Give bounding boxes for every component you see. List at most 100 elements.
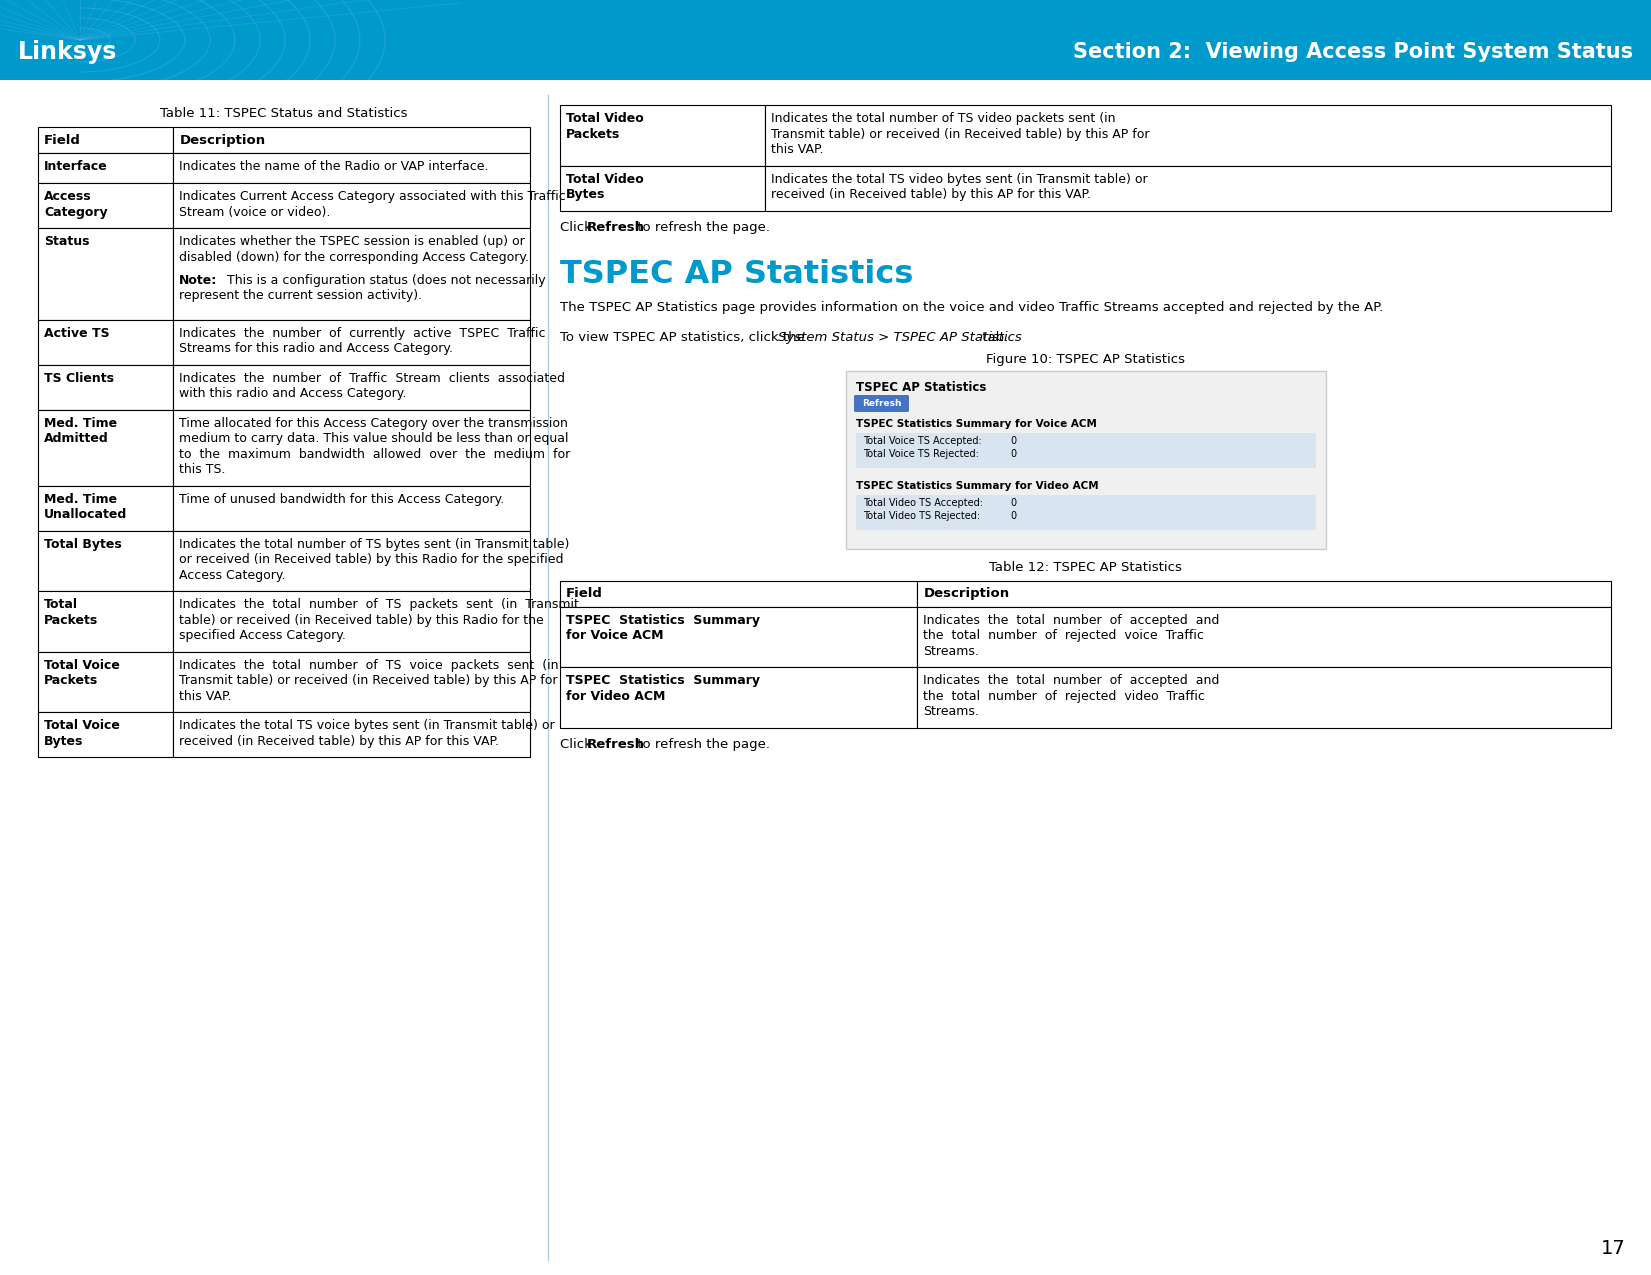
Bar [38,153,173,184]
Text: Stream (voice or video).: Stream (voice or video). [180,205,330,218]
Text: Admitted: Admitted [45,432,109,445]
Bar [560,667,918,728]
Text: 17: 17 [1600,1239,1625,1258]
Text: the  total  number  of  rejected  voice  Traffic: the total number of rejected voice Traff… [923,629,1204,643]
Text: 0: 0 [1010,497,1017,507]
Bar [173,320,530,365]
Bar [38,530,173,592]
Text: Table 11: TSPEC Status and Statistics: Table 11: TSPEC Status and Statistics [160,107,408,120]
Text: this TS.: this TS. [180,463,226,476]
Text: TSPEC AP Statistics: TSPEC AP Statistics [855,380,986,394]
Text: Table 12: TSPEC AP Statistics: Table 12: TSPEC AP Statistics [989,561,1182,574]
Text: Indicates  the  total  number  of  accepted  and: Indicates the total number of accepted a… [923,674,1220,687]
Text: Active TS: Active TS [45,326,109,339]
Text: Total Video TS Accepted:: Total Video TS Accepted: [863,497,984,507]
Bar [38,128,173,153]
Text: TSPEC  Statistics  Summary: TSPEC Statistics Summary [566,674,759,687]
Bar [173,153,530,184]
Text: Total Video: Total Video [566,112,644,125]
Bar [764,105,1611,166]
Text: Description: Description [180,134,266,147]
Text: represent the current session activity).: represent the current session activity). [180,289,423,302]
Text: Total Voice TS Rejected:: Total Voice TS Rejected: [863,449,979,459]
Bar [560,607,918,667]
Text: Total Video: Total Video [566,172,644,185]
Text: Interface: Interface [45,159,107,173]
Text: Packets: Packets [566,128,621,140]
Text: Streams.: Streams. [923,644,979,658]
Bar [560,105,764,166]
Text: Transmit table) or received (in Received table) by this AP for: Transmit table) or received (in Received… [180,674,558,687]
Text: Unallocated: Unallocated [45,507,127,521]
Bar [918,607,1611,667]
Text: Refresh: Refresh [862,399,901,408]
Bar [38,228,173,320]
Text: 0: 0 [1010,449,1017,459]
Text: This is a configuration status (does not necessarily: This is a configuration status (does not… [211,274,546,287]
Bar [173,128,530,153]
Text: Total: Total [45,598,78,611]
Text: disabled (down) for the corresponding Access Category.: disabled (down) for the corresponding Ac… [180,250,530,264]
Bar [38,592,173,652]
Text: Field: Field [45,134,81,147]
Text: specified Access Category.: specified Access Category. [180,629,347,643]
Text: Total Video TS Rejected:: Total Video TS Rejected: [863,510,981,520]
Text: TSPEC Statistics Summary for Video ACM: TSPEC Statistics Summary for Video ACM [855,481,1098,491]
Bar [173,409,530,486]
Text: for Video ACM: for Video ACM [566,690,665,703]
Text: Med. Time: Med. Time [45,417,117,430]
Text: received (in Received table) by this AP for this VAP.: received (in Received table) by this AP … [180,734,499,747]
Text: TSPEC  Statistics  Summary: TSPEC Statistics Summary [566,613,759,626]
Text: to refresh the page.: to refresh the page. [632,737,769,751]
Text: To view TSPEC AP statistics, click the: To view TSPEC AP statistics, click the [560,330,809,343]
Text: Refresh: Refresh [588,221,646,233]
Text: Field: Field [566,586,603,601]
FancyBboxPatch shape [855,395,908,412]
Text: TSPEC AP Statistics: TSPEC AP Statistics [560,259,913,289]
Bar [173,228,530,320]
Text: Indicates  the  number  of  currently  active  TSPEC  Traffic: Indicates the number of currently active… [180,326,546,339]
Text: with this radio and Access Category.: with this radio and Access Category. [180,388,406,400]
Text: Indicates the name of the Radio or VAP interface.: Indicates the name of the Radio or VAP i… [180,159,489,173]
Text: Indicates the total number of TS video packets sent (in: Indicates the total number of TS video p… [771,112,1116,125]
Bar [173,592,530,652]
Text: Status: Status [45,235,89,249]
Bar [918,580,1611,607]
Bar [173,365,530,409]
Text: to refresh the page.: to refresh the page. [632,221,769,233]
Text: Total Bytes: Total Bytes [45,538,122,551]
Text: TSPEC Statistics Summary for Voice ACM: TSPEC Statistics Summary for Voice ACM [855,418,1096,428]
Bar [173,184,530,228]
Text: Transmit table) or received (in Received table) by this AP for: Transmit table) or received (in Received… [771,128,1149,140]
Text: Access Category.: Access Category. [180,569,286,581]
Text: for Voice ACM: for Voice ACM [566,629,664,643]
Bar [560,580,918,607]
Bar [918,667,1611,728]
Text: this VAP.: this VAP. [180,690,231,703]
Text: Streams for this radio and Access Category.: Streams for this radio and Access Catego… [180,342,454,354]
Text: the  total  number  of  rejected  video  Traffic: the total number of rejected video Traff… [923,690,1205,703]
Text: Total Voice: Total Voice [45,719,121,732]
Text: Bytes: Bytes [566,187,606,201]
Bar [38,486,173,530]
Bar [38,652,173,711]
Bar [38,711,173,757]
Text: Indicates whether the TSPEC session is enabled (up) or: Indicates whether the TSPEC session is e… [180,235,525,249]
Text: Total Voice: Total Voice [45,658,121,672]
Bar [845,371,1326,548]
Text: Click: Click [560,221,596,233]
Bar [173,486,530,530]
Text: Figure 10: TSPEC AP Statistics: Figure 10: TSPEC AP Statistics [986,352,1185,366]
Text: Indicates  the  total  number  of  TS  packets  sent  (in  Transmit: Indicates the total number of TS packets… [180,598,580,611]
Text: Packets: Packets [45,674,99,687]
Text: received (in Received table) by this AP for this VAP.: received (in Received table) by this AP … [771,187,1091,201]
Text: Med. Time: Med. Time [45,492,117,505]
Text: Time of unused bandwidth for this Access Category.: Time of unused bandwidth for this Access… [180,492,505,505]
Bar [38,409,173,486]
Text: Packets: Packets [45,613,99,626]
Text: this VAP.: this VAP. [771,143,824,156]
Text: Note:: Note: [180,274,218,287]
Text: medium to carry data. This value should be less than or equal: medium to carry data. This value should … [180,432,570,445]
Text: or received (in Received table) by this Radio for the specified: or received (in Received table) by this … [180,553,563,566]
Text: Indicates the total TS voice bytes sent (in Transmit table) or: Indicates the total TS voice bytes sent … [180,719,555,732]
